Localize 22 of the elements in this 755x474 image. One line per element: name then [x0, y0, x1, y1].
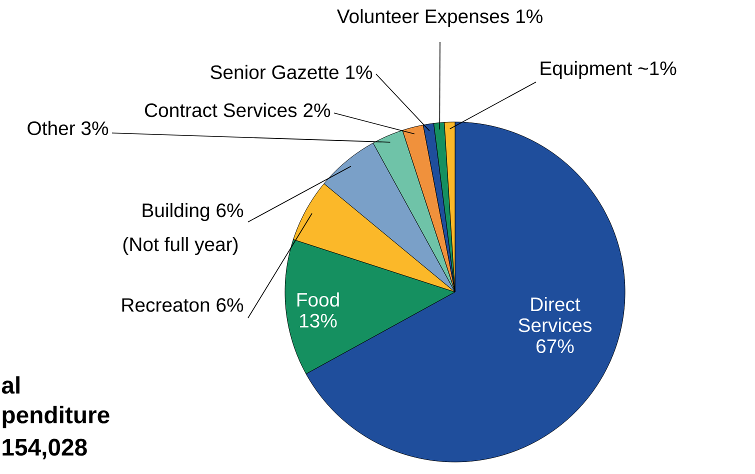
- text: 154,028: [2, 438, 87, 460]
- data-label: 1%: [516, 10, 542, 24]
- data-label: 1%: [346, 65, 372, 80]
- slice-label: Food: [297, 292, 339, 307]
- slice-label: Other: [28, 120, 75, 136]
- data-label: 6%: [216, 298, 244, 312]
- data-label: 6%: [216, 203, 244, 218]
- text: al: [2, 376, 20, 394]
- slice-label: Senior Gazette: [210, 64, 338, 80]
- slice-label: Recreaton: [122, 298, 210, 312]
- slice-label: Contract Services: [145, 102, 297, 118]
- data-label: 67%: [536, 339, 574, 354]
- text: penditure: [2, 406, 110, 428]
- slice-label: Volunteer Expenses: [336, 8, 509, 28]
- data-label: 2%: [304, 103, 330, 118]
- data-label: 3%: [81, 121, 108, 136]
- data-label: ~1%: [638, 62, 676, 76]
- slice-label: Building: [142, 202, 210, 222]
- text: (Not full year): [123, 236, 238, 256]
- data-label: 13%: [300, 314, 337, 328]
- slice-label: Direct Services: [518, 296, 592, 332]
- slice-label: Equipment: [540, 60, 632, 80]
